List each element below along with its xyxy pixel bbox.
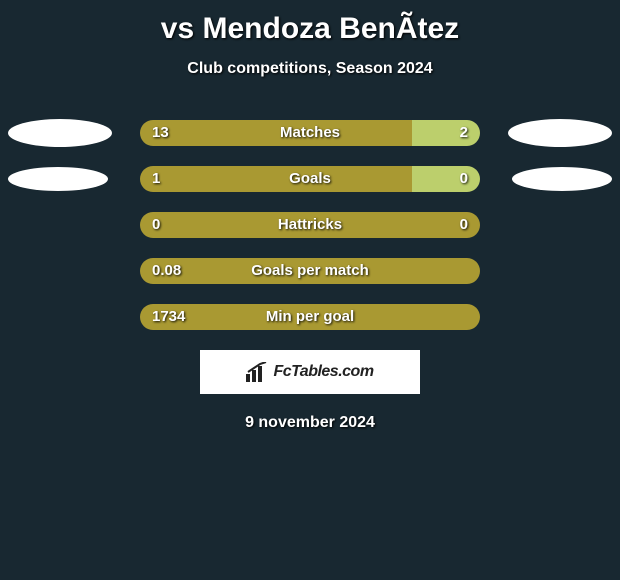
chart-icon <box>246 362 268 382</box>
page-subtitle: Club competitions, Season 2024 <box>0 60 620 78</box>
player-ellipse-left <box>8 119 112 147</box>
stat-row: 13Matches2 <box>0 120 620 146</box>
stat-bar-left <box>140 120 412 146</box>
stat-bar-left <box>140 212 480 238</box>
stat-bar-right <box>412 166 480 192</box>
player-ellipse-left <box>8 167 108 191</box>
stat-bar <box>140 166 480 192</box>
stat-bar-left <box>140 304 480 330</box>
stat-row: 0Hattricks0 <box>0 212 620 238</box>
footer-date: 9 november 2024 <box>0 414 620 432</box>
brand-text: FcTables.com <box>273 363 373 381</box>
stat-bar <box>140 120 480 146</box>
stat-bar <box>140 258 480 284</box>
stat-bar <box>140 212 480 238</box>
stat-bar <box>140 304 480 330</box>
player-ellipse-right <box>512 167 612 191</box>
stat-bar-left <box>140 258 480 284</box>
brand-card: FcTables.com <box>200 350 420 394</box>
player-ellipse-right <box>508 119 612 147</box>
stat-row: 0.08Goals per match <box>0 258 620 284</box>
stat-bar-left <box>140 166 412 192</box>
stat-row: 1Goals0 <box>0 166 620 192</box>
stat-bar-right <box>412 120 480 146</box>
page-title: vs Mendoza BenÃ­tez <box>0 0 620 46</box>
stats-zone: 13Matches2 1Goals0 0Hattricks0 0.08Goals pe… <box>0 120 620 330</box>
stat-row: 1734Min per goal <box>0 304 620 330</box>
